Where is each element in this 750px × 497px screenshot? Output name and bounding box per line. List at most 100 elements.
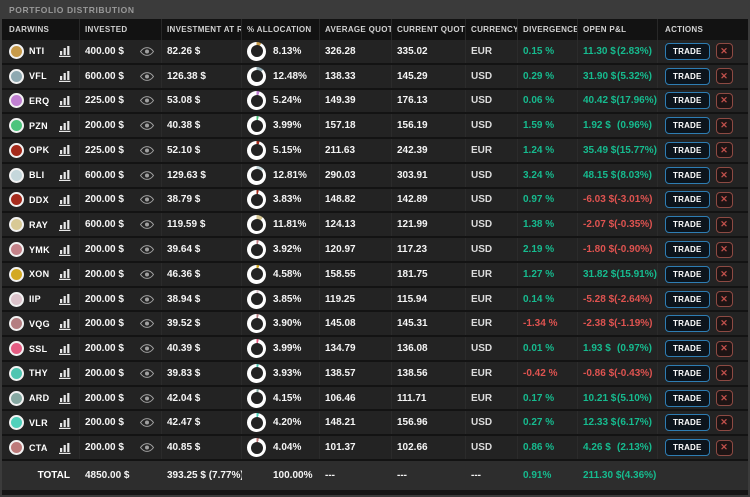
close-button[interactable]: ✕ (715, 340, 733, 357)
open-pl-percent: (15.91%) (616, 268, 657, 280)
current-quote-cell: 136.08 (392, 337, 466, 360)
bar-chart-icon[interactable] (59, 194, 72, 206)
bar-chart-icon[interactable] (59, 169, 72, 182)
trade-button[interactable]: TRADE (665, 290, 710, 308)
trade-button[interactable]: TRADE (665, 340, 710, 358)
eye-icon[interactable] (140, 46, 154, 56)
bar-chart-icon[interactable] (59, 417, 72, 429)
bar-chart-icon[interactable] (59, 45, 72, 58)
bar-chart-icon[interactable] (59, 144, 72, 157)
allocation-cell: 3.92% (242, 238, 320, 261)
trade-button[interactable]: TRADE (665, 42, 710, 60)
average-quote-value: 138.57 (325, 367, 356, 379)
darwin-avatar (9, 118, 24, 134)
bar-chart-icon[interactable] (59, 343, 72, 355)
darwin-ticker: ERQ (29, 95, 50, 106)
eye-icon[interactable] (140, 245, 154, 254)
at-risk-value: 42.04 $ (167, 392, 201, 404)
close-button[interactable]: ✕ (715, 191, 733, 208)
close-button[interactable]: ✕ (715, 216, 733, 233)
trade-button[interactable]: TRADE (665, 92, 710, 110)
divergence-value: 1.59 % (523, 120, 555, 132)
col-header-invested: INVESTED (80, 19, 162, 40)
close-button[interactable]: ✕ (715, 167, 733, 184)
close-button[interactable]: ✕ (715, 266, 733, 283)
trade-button[interactable]: TRADE (665, 191, 710, 209)
trade-button[interactable]: TRADE (665, 241, 710, 258)
bar-chart-icon[interactable] (59, 70, 72, 83)
trade-button[interactable]: TRADE (665, 216, 710, 234)
close-button[interactable]: ✕ (715, 142, 733, 159)
allocation-cell: 3.85% (242, 287, 320, 311)
open-pl-value: -0.86 $ (583, 367, 615, 379)
close-button[interactable]: ✕ (715, 92, 733, 109)
open-pl-cell: 31.82 $ (15.91%) (578, 262, 658, 286)
eye-icon[interactable] (140, 294, 154, 304)
darwin-avatar (9, 440, 24, 456)
eye-icon[interactable] (140, 269, 154, 279)
eye-icon[interactable] (140, 418, 154, 428)
col-header-current-quote: CURRENT QUOTE (392, 19, 466, 40)
eye-icon[interactable] (140, 443, 154, 453)
eye-icon[interactable] (140, 393, 154, 403)
actions-cell: TRADE ✕ (658, 189, 748, 212)
bar-chart-icon[interactable] (59, 318, 72, 330)
allocation-value: 12.81% (273, 169, 307, 181)
close-button[interactable]: ✕ (715, 439, 733, 456)
eye-icon[interactable] (140, 220, 154, 230)
currency-value: USD (471, 70, 493, 82)
eye-icon[interactable] (140, 146, 154, 155)
allocation-value: 4.04% (273, 442, 302, 454)
currency-cell: USD (466, 238, 518, 261)
bar-chart-icon[interactable] (59, 392, 72, 405)
open-pl-value: 12.33 $ (583, 417, 617, 429)
close-button[interactable]: ✕ (715, 390, 733, 407)
close-button[interactable]: ✕ (715, 291, 733, 308)
close-button[interactable]: ✕ (715, 117, 733, 134)
eye-icon[interactable] (140, 368, 154, 378)
trade-button[interactable]: TRADE (665, 389, 710, 407)
trade-button[interactable]: TRADE (665, 315, 710, 333)
divergence-value: 3.24 % (523, 169, 555, 181)
bar-chart-icon[interactable] (59, 244, 72, 256)
trade-button[interactable]: TRADE (665, 265, 710, 283)
trade-button[interactable]: TRADE (665, 364, 710, 382)
invested-cell: 200.00 $ (80, 337, 162, 360)
close-button[interactable]: ✕ (715, 68, 733, 85)
eye-icon[interactable] (140, 170, 154, 180)
average-quote-value: 149.39 (325, 95, 356, 107)
trade-button[interactable]: TRADE (665, 439, 710, 457)
bar-chart-icon[interactable] (59, 293, 72, 306)
eye-icon[interactable] (140, 195, 154, 205)
bar-chart-icon[interactable] (59, 95, 72, 107)
currency-cell: EUR (466, 40, 518, 63)
allocation-value: 5.24% (273, 95, 302, 107)
currency-cell: EUR (466, 361, 518, 385)
eye-icon[interactable] (140, 71, 154, 81)
eye-icon[interactable] (140, 96, 154, 106)
eye-icon[interactable] (140, 121, 154, 131)
close-button[interactable]: ✕ (715, 365, 733, 382)
allocation-donut (247, 314, 266, 334)
divergence-value: -0.42 % (523, 367, 558, 379)
currency-cell: USD (466, 337, 518, 360)
bar-chart-icon[interactable] (59, 367, 72, 380)
trade-button[interactable]: TRADE (665, 414, 710, 432)
trade-button[interactable]: TRADE (665, 166, 710, 184)
eye-icon[interactable] (140, 344, 154, 353)
eye-icon[interactable] (140, 319, 154, 329)
close-button[interactable]: ✕ (715, 241, 733, 258)
darwin-ticker: ARD (29, 393, 50, 404)
bar-chart-icon[interactable] (59, 268, 72, 281)
trade-button[interactable]: TRADE (665, 141, 710, 159)
darwin-ticker: YMK (29, 244, 50, 255)
bar-chart-icon[interactable] (59, 120, 72, 132)
bar-chart-icon[interactable] (59, 219, 72, 231)
bar-chart-icon[interactable] (59, 442, 72, 454)
close-button[interactable]: ✕ (715, 315, 733, 332)
trade-button[interactable]: TRADE (665, 67, 710, 85)
close-button[interactable]: ✕ (715, 414, 733, 431)
currency-value: EUR (471, 293, 493, 305)
close-button[interactable]: ✕ (715, 43, 733, 60)
trade-button[interactable]: TRADE (665, 117, 710, 135)
